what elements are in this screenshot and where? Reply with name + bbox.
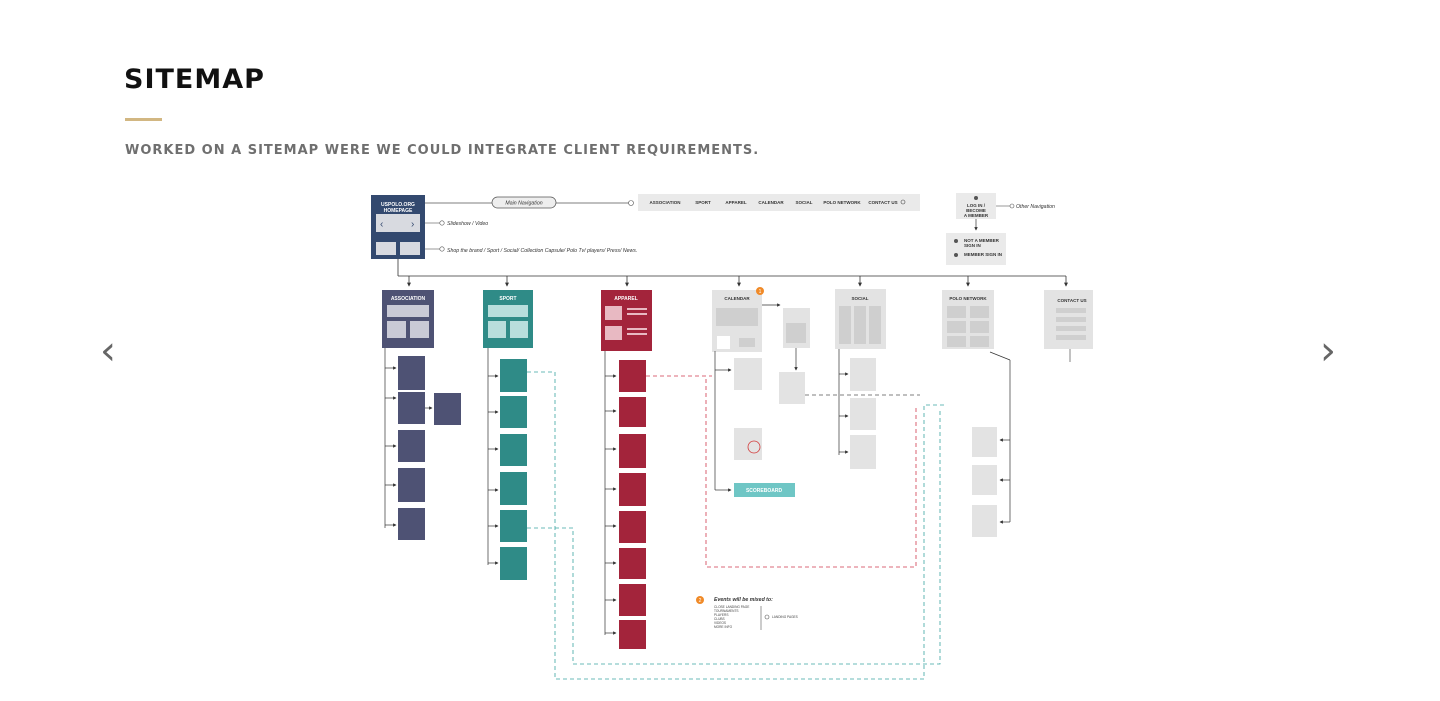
login-line2: BECOME [966,208,986,213]
login-line1: LOG IN / [967,203,986,208]
shop-label: Shop the brand / Sport / Social/ Collect… [447,248,637,254]
homepage-title-line2: HOMEPAGE [384,208,413,214]
search-icon [900,199,906,205]
social-title: SOCIAL [851,296,868,301]
nav-item-sport: SPORT [695,200,711,205]
next-arrow-icon[interactable]: › [1320,328,1336,374]
events-item-6: MORE INFO [714,625,733,629]
login-line3: A MEMBER [964,213,989,218]
apparel-section: APPAREL [601,290,652,649]
sport-section: SPORT [483,290,533,580]
events-item-5: VIDEOS [714,621,726,625]
apparel-title: APPAREL [614,296,638,302]
other-navigation-label: Other Navigation [1016,204,1055,210]
main-navigation-label: Main Navigation [505,201,542,207]
polo-network-section: POLO NETWORK [942,290,1011,537]
events-item-3: PLAYERS [714,613,728,617]
events-item-1: CLOSE LANDING PAGE [714,605,749,609]
nav-item-contact-us: CONTACT US [868,200,897,205]
not-member-line1: NOT A MEMBER [964,238,1000,243]
events-note-text: Events will be mixed to: [714,597,773,603]
title-underline [125,118,162,121]
calendar-title: CALENDAR [724,296,750,301]
nav-item-polo-network: POLO NETWORK [823,200,861,205]
sport-title: SPORT [499,296,516,302]
association-section: ASSOCIATION [382,290,461,540]
homepage-title-line1: USPOLO.ORG [381,202,415,208]
nav-item-calendar: CALENDAR [758,200,784,205]
homepage-node: USPOLO.ORG HOMEPAGE ‹ › [371,195,425,259]
page-subtitle: WORKED ON A SITEMAP WERE WE COULD INTEGR… [125,143,760,158]
events-note: 2 Events will be mixed to: CLOSE LANDING… [696,596,798,630]
scoreboard-label: SCOREBOARD [746,488,783,494]
polo-network-title: POLO NETWORK [949,296,987,301]
not-member-line2: SIGN IN [964,243,981,248]
social-section: SOCIAL [835,289,886,469]
svg-text:›: › [411,219,414,230]
page-title: SITEMAP [124,64,265,95]
association-title: ASSOCIATION [391,296,426,302]
events-item-2: TOURNAMENTS [714,609,739,613]
calendar-section: CALENDAR 1 SCOREBOARD [712,287,810,497]
slideshow-label: Slideshow / Video [447,221,488,227]
nav-item-association: ASSOCIATION [650,200,681,205]
contact-us-section: CONTACT US [1044,290,1093,362]
events-item-4: CLUBS [714,617,725,621]
previous-arrow-icon[interactable]: ‹ [100,328,116,374]
nav-item-apparel: APPAREL [725,200,746,205]
contact-us-title: CONTACT US [1057,298,1086,303]
events-badge: 2 [699,598,702,604]
landing-pages-label: LANDING PAGES [772,615,798,619]
svg-text:‹: ‹ [380,219,383,230]
calendar-badge: 1 [759,289,762,295]
member-sign-in: MEMBER SIGN IN [964,252,1002,257]
nav-item-social: SOCIAL [795,200,812,205]
